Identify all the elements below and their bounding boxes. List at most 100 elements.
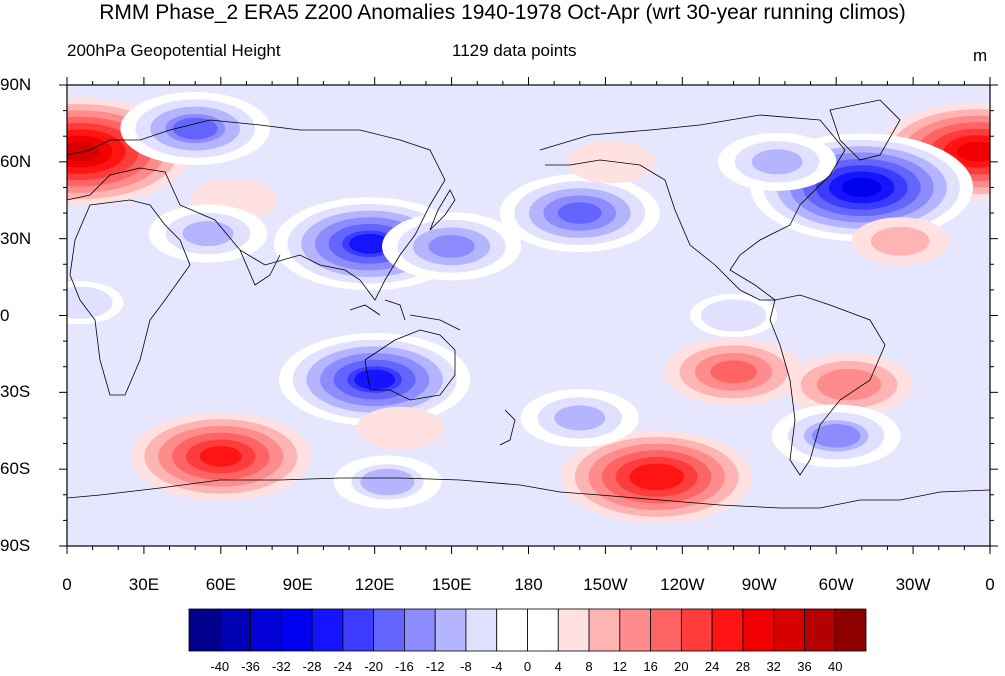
colorbar-label: -4 bbox=[490, 659, 503, 674]
antarctica-coastline bbox=[67, 477, 990, 509]
field-name-label: 200hPa Geopotential Height bbox=[67, 41, 281, 60]
anomaly-contour bbox=[554, 405, 606, 431]
india-coastline bbox=[239, 249, 281, 286]
colorbar-box bbox=[250, 608, 282, 652]
africa-coastline bbox=[69, 199, 191, 396]
colorbar-label: -28 bbox=[302, 659, 322, 674]
colorbar-label: -8 bbox=[460, 659, 472, 674]
lon-label: 0 bbox=[62, 575, 72, 594]
south-america-coastline bbox=[769, 294, 886, 476]
colorbar-label: 16 bbox=[643, 659, 658, 674]
colorbar-box bbox=[588, 608, 621, 652]
colorbar-label: -16 bbox=[395, 659, 414, 674]
colorbar-label: 40 bbox=[827, 659, 843, 674]
colorbar-box bbox=[465, 608, 498, 652]
units-label: m bbox=[973, 46, 988, 65]
coastlines bbox=[67, 99, 990, 509]
colorbar-box bbox=[280, 608, 313, 652]
anomaly-contour bbox=[557, 202, 602, 224]
map-title: RMM Phase_2 ERA5 Z200 Anomalies 1940-197… bbox=[99, 1, 906, 24]
colorbar-label: -40 bbox=[210, 659, 230, 674]
anomaly-contour bbox=[360, 468, 415, 496]
colorbar-label: 32 bbox=[766, 659, 781, 674]
lat-label: 60N bbox=[0, 151, 32, 171]
lat-label: 30S bbox=[0, 382, 31, 402]
colorbar-box bbox=[496, 608, 528, 652]
lon-label: 120W bbox=[660, 575, 705, 594]
colorbar-label: -12 bbox=[425, 659, 445, 674]
colorbar-label: 12 bbox=[612, 659, 628, 674]
anomaly-contour bbox=[870, 226, 930, 256]
anomaly-contour bbox=[636, 466, 678, 487]
colorbar-label: -20 bbox=[364, 659, 384, 674]
colorbar-box bbox=[311, 608, 344, 652]
north-america-coastline bbox=[539, 114, 846, 301]
colorbar-box bbox=[804, 608, 836, 652]
colorbar-box bbox=[711, 608, 744, 652]
anomaly-contour bbox=[349, 233, 391, 254]
anomaly-contour bbox=[172, 117, 218, 140]
colorbar-box bbox=[434, 608, 467, 652]
lon-label: 90E bbox=[282, 575, 313, 594]
anomaly-contour bbox=[199, 446, 242, 467]
anomaly-contour bbox=[700, 299, 767, 332]
lon-label: 30E bbox=[128, 575, 160, 594]
anomaly-contour bbox=[428, 235, 475, 258]
maritime-coastline bbox=[349, 299, 461, 331]
colorbar-box bbox=[188, 608, 221, 652]
colorbar-box bbox=[619, 608, 651, 652]
lat-label: 90N bbox=[0, 75, 32, 94]
colorbar-box bbox=[742, 608, 775, 652]
colorbar-label: 8 bbox=[585, 659, 593, 674]
anomaly-contour bbox=[577, 145, 644, 178]
colorbar-label: 24 bbox=[704, 659, 720, 674]
lat-label: 0 bbox=[0, 305, 10, 325]
lon-label: 60E bbox=[205, 575, 236, 594]
colorbar-box bbox=[773, 608, 805, 652]
colorbar-box bbox=[527, 608, 559, 652]
colorbar-box bbox=[557, 608, 590, 652]
colorbar-label: 36 bbox=[797, 659, 812, 674]
lon-label: 30W bbox=[895, 575, 931, 594]
lon-label: 180 bbox=[514, 575, 543, 594]
anomaly-contour bbox=[710, 360, 757, 384]
colorbar-box bbox=[650, 608, 682, 652]
contour-fills bbox=[67, 92, 990, 524]
colorbar-box bbox=[680, 608, 713, 652]
colorbar-box bbox=[404, 608, 436, 652]
lon-label: 120E bbox=[354, 575, 395, 594]
colorbar-box bbox=[342, 608, 375, 652]
colorbar-label: 0 bbox=[523, 659, 532, 674]
lat-label: 30N bbox=[0, 228, 32, 248]
colorbar-boxes bbox=[188, 608, 867, 652]
lon-label: 150E bbox=[431, 575, 472, 594]
anomaly-contour bbox=[751, 149, 803, 175]
colorbar-label: -24 bbox=[333, 659, 353, 674]
colorbar-box bbox=[219, 608, 251, 652]
greenland-coastline bbox=[829, 99, 901, 161]
lat-label: 60S bbox=[0, 459, 31, 479]
anomaly-contour bbox=[812, 424, 861, 448]
colorbar-label: -32 bbox=[271, 659, 291, 674]
colorbar-label: 4 bbox=[554, 659, 562, 674]
anomaly-contour bbox=[824, 372, 874, 397]
anomaly-contour bbox=[367, 412, 434, 445]
colorbar-label: -36 bbox=[241, 659, 260, 674]
axis-ticks bbox=[59, 77, 998, 554]
lon-label: 150W bbox=[583, 575, 628, 594]
anomaly-contour bbox=[842, 177, 882, 197]
anomaly-contour bbox=[354, 369, 396, 390]
lon-label: 90W bbox=[741, 575, 777, 594]
lon-label: 0 bbox=[985, 575, 995, 594]
data-points-label: 1129 data points bbox=[452, 41, 577, 60]
eurasia-coastline bbox=[67, 119, 446, 301]
lat-label: 90S bbox=[0, 536, 31, 555]
colorbar-box bbox=[373, 608, 405, 652]
australia-coastline bbox=[364, 329, 456, 401]
colorbar-label: 28 bbox=[735, 659, 751, 674]
anomaly-contour bbox=[67, 286, 113, 319]
colorbar-box bbox=[834, 608, 867, 652]
anomaly-contour bbox=[957, 141, 990, 162]
nz-coastline bbox=[499, 409, 516, 446]
